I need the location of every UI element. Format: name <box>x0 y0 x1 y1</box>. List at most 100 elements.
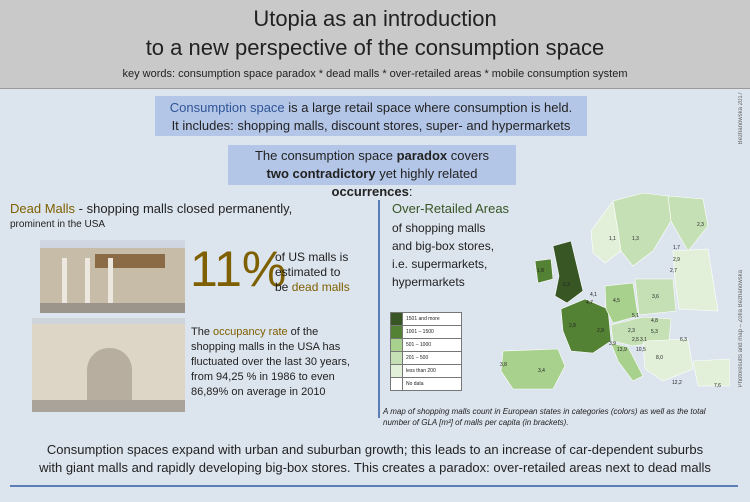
ireland <box>534 258 554 284</box>
europe-map <box>500 192 730 390</box>
map-label: 3,8 <box>500 362 507 368</box>
paradox-bold: paradox <box>396 148 448 163</box>
legend-swatch <box>391 352 403 364</box>
france <box>560 298 612 354</box>
paradox-box: The consumption space paradox covers two… <box>228 145 516 199</box>
occurrences: occurrences <box>331 184 409 199</box>
legend-label: 1001 – 1500 <box>406 329 434 335</box>
map-label: 2,5 <box>632 337 639 343</box>
ora-line-2: and big-box stores, <box>392 239 495 253</box>
map-label: 13,9 <box>617 347 627 353</box>
turkey <box>692 358 730 387</box>
legend-swatch <box>391 365 403 377</box>
term-consumption-space: Consumption space <box>169 100 285 115</box>
definition-line-2: It includes: shopping malls, discount st… <box>171 118 571 133</box>
ora-line-4: hypermarkets <box>392 275 465 289</box>
paradox-text-2: covers <box>447 148 490 163</box>
legend-label: 1501 and more <box>406 316 440 322</box>
map-label: 1,3 <box>632 236 639 242</box>
map-label: 1,1 <box>609 236 616 242</box>
map-label: 4,8 <box>651 318 658 324</box>
legend-label: 501 – 1000 <box>406 342 432 348</box>
legend-row: 501 – 1000 <box>390 338 462 351</box>
map-label: 1,8 <box>537 268 544 274</box>
paradox-text: The consumption space <box>254 148 397 163</box>
map-label: 12,2 <box>672 380 682 386</box>
over-retailed-text: of shopping malls and big-box stores, i.… <box>392 219 494 291</box>
credit-top: Bezhanowska 2017 <box>738 92 744 145</box>
title-line-1: Utopia as an introduction <box>253 6 497 31</box>
map-label: 1,7 <box>673 245 680 251</box>
uk <box>552 240 584 304</box>
poland <box>634 278 677 316</box>
baltics-east <box>672 248 719 312</box>
finland <box>667 195 709 252</box>
map-label: 4,7 <box>586 300 593 306</box>
percentage-stat: 11% <box>190 241 287 297</box>
occ-line-4: from 94,25 % in 1986 to even <box>191 371 335 383</box>
map-label: 2,9 <box>597 328 604 334</box>
map-label: 3,6 <box>652 294 659 300</box>
map-label: 2,3 <box>697 222 704 228</box>
header: Utopia as an introduction to a new persp… <box>0 0 750 89</box>
map-legend: 1501 and more 1001 – 1500 501 – 1000 201… <box>390 312 462 391</box>
conclusion-line-1: Consumption spaces expand with urban and… <box>46 442 704 457</box>
column-divider <box>378 200 380 418</box>
map-label: 2,3 <box>628 328 635 334</box>
legend-label: 201 – 500 <box>406 355 429 361</box>
occ-line-5: 86,89% on average in 2010 <box>191 386 326 398</box>
map-label: 8,0 <box>656 355 663 361</box>
legend-swatch <box>391 339 403 351</box>
map-label: 5,1 <box>632 313 639 319</box>
stat-description: of US malls is estimated to be dead mall… <box>275 250 350 295</box>
legend-swatch <box>391 313 403 325</box>
bottom-rule <box>10 485 738 487</box>
legend-row: 1501 and more <box>390 312 462 325</box>
map-label: 4,5 <box>613 298 620 304</box>
map-label: 3,9 <box>609 341 616 347</box>
iberia <box>500 348 566 390</box>
map-label: 7,6 <box>714 383 721 389</box>
map-label: 6,3 <box>680 337 687 343</box>
paradox-text-3: yet highly related <box>375 166 478 181</box>
keywords: key words: consumption space paradox * d… <box>122 68 628 80</box>
occupancy-rate: occupancy rate <box>213 326 288 338</box>
legend-row: 1001 – 1500 <box>390 325 462 338</box>
legend-row: less than 200 <box>390 364 462 377</box>
definition-text: is a large retail space where consumptio… <box>284 100 573 115</box>
two-contradictory: two contradictory <box>266 166 376 181</box>
map-label: 2,7 <box>670 268 677 274</box>
ora-line-1: of shopping malls <box>392 221 486 235</box>
map-caption: A map of shopping malls count in Europea… <box>383 407 706 427</box>
stat-dead-malls: dead malls <box>291 280 350 294</box>
stat-line-2: estimated to <box>275 265 341 279</box>
stat-line-1: of US malls is <box>275 250 349 264</box>
dead-malls-title: Dead Malls <box>10 201 76 216</box>
occ-line-2: shopping malls in the USA has <box>191 341 341 353</box>
colon: : <box>408 184 413 199</box>
legend-swatch <box>391 378 403 390</box>
occ-b: of the <box>287 326 319 338</box>
balkans <box>642 338 694 382</box>
dead-malls-subtitle: prominent in the USA <box>10 219 106 230</box>
germany <box>604 282 639 324</box>
credit-side: Photoresults and map – Zofia Bezhanowska <box>738 270 744 388</box>
title-line-2: to a new perspective of the consumption … <box>145 35 605 60</box>
stat-line-3a: be <box>275 280 292 294</box>
dead-malls-title-rest: - shopping malls closed permanently, <box>75 201 293 216</box>
over-retailed-title: Over-Retailed Areas <box>392 201 510 216</box>
map-label: 3,4 <box>538 368 545 374</box>
ora-line-3: i.e. supermarkets, <box>392 257 488 271</box>
legend-swatch <box>391 326 403 338</box>
dead-malls-heading: Dead Malls - shopping malls closed perma… <box>10 201 292 216</box>
map-label: 2,8 <box>569 323 576 329</box>
dead-mall-photo-2 <box>32 318 185 412</box>
occ-line-3: fluctuated over the last 30 years, <box>191 356 350 368</box>
map-label: 5,3 <box>651 329 658 335</box>
map-label: 2,9 <box>673 257 680 263</box>
legend-row: No data <box>390 377 462 391</box>
map-label: 3,1 <box>640 337 647 343</box>
occ-a: The <box>191 326 214 338</box>
map-label: 2,3 <box>563 282 570 288</box>
scandinavia <box>612 192 672 267</box>
